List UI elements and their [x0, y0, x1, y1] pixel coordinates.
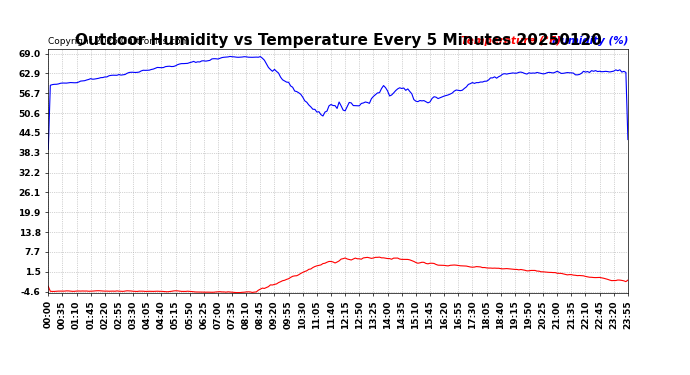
Text: Temperature (°F): Temperature (°F) [461, 36, 561, 46]
Text: Humidity (%): Humidity (%) [551, 36, 628, 46]
Title: Outdoor Humidity vs Temperature Every 5 Minutes 20250120: Outdoor Humidity vs Temperature Every 5 … [75, 33, 602, 48]
Text: Copyright 2025 Curtronics.com: Copyright 2025 Curtronics.com [48, 38, 190, 46]
